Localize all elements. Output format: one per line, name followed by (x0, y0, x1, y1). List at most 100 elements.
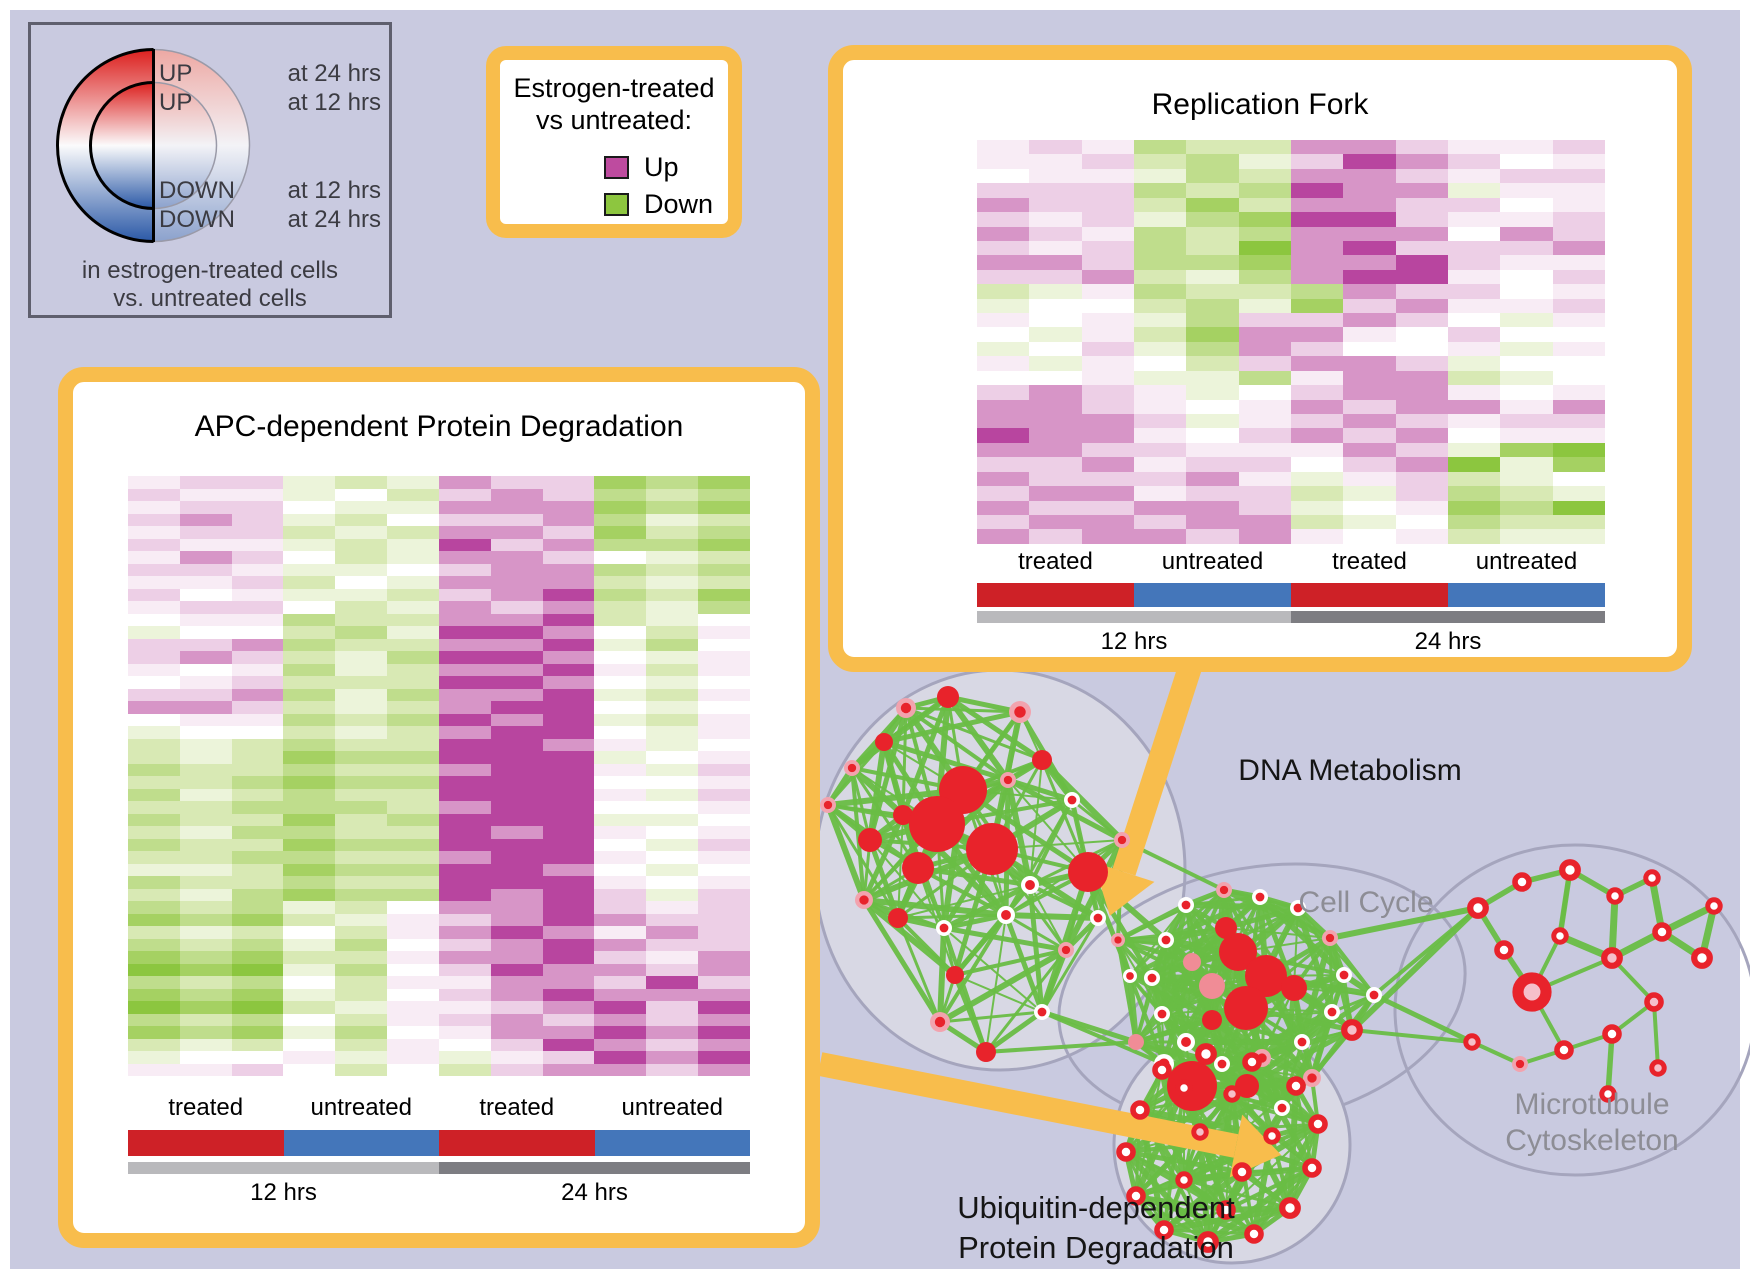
heatmap-cell (1133, 197, 1187, 213)
heatmap-cell (335, 1063, 388, 1076)
network-node-core (1093, 913, 1103, 923)
heatmap-cell (594, 826, 647, 839)
heatmap-cell (1238, 154, 1291, 169)
heatmap-cell (977, 341, 1030, 357)
time-label-12hrs: 12 hrs (1100, 628, 1168, 655)
heatmap-cell (1290, 457, 1344, 472)
network-edge (863, 897, 1007, 918)
network-edge (917, 866, 1007, 917)
network-node (976, 1042, 996, 1062)
heatmap-cell (1500, 514, 1553, 530)
heatmap-cell (698, 988, 750, 1001)
heatmap-cell (1081, 284, 1134, 299)
network-edge (862, 897, 957, 978)
network-node-core (1061, 945, 1071, 955)
network-node-core (1515, 1059, 1525, 1069)
heatmap-row (128, 651, 750, 664)
heatmap-cell (438, 913, 491, 926)
network-edge (1128, 938, 1168, 978)
network-node-core (1114, 936, 1122, 944)
heatmap-cell (490, 626, 543, 639)
heatmap-cell (646, 826, 699, 839)
heatmap-row (977, 284, 1605, 299)
ring-word: UP (159, 89, 193, 116)
group-label-untreated-1: untreated (1161, 548, 1264, 575)
heatmap-cell (1552, 197, 1605, 213)
heatmap-cell (1447, 255, 1501, 270)
heatmap-cell (335, 1051, 388, 1064)
heatmap-cell (698, 938, 750, 951)
network-edge (1006, 777, 1124, 843)
heatmap-cell (438, 576, 491, 589)
heatmap-cell (283, 601, 336, 614)
heatmap-cell (1081, 457, 1134, 472)
heatmap-cell (490, 776, 543, 789)
heatmap-cell (646, 1001, 699, 1014)
heatmap-cell (128, 1013, 180, 1026)
heatmap-cell (490, 838, 543, 851)
heatmap-cell (1238, 486, 1291, 501)
network-node-core (1126, 972, 1134, 980)
network-node (1126, 1186, 1146, 1206)
heatmap-row (128, 713, 750, 726)
heatmap-cell (490, 688, 543, 701)
heatmap-cell (438, 1063, 491, 1076)
heatmap-row (977, 428, 1605, 443)
heatmap-cell (594, 963, 647, 976)
heatmap-cell (594, 838, 647, 851)
heatmap-cell (335, 626, 388, 639)
network-node (1644, 992, 1664, 1012)
heatmap-cell (1447, 442, 1501, 458)
heatmap-cell (646, 788, 699, 801)
heatmap-cell (179, 801, 232, 814)
heatmap-cell (1238, 500, 1291, 515)
heatmap-cell (335, 538, 388, 551)
heatmap-cell (542, 513, 595, 526)
heatmap-cell (1447, 269, 1501, 285)
heatmap-row (128, 788, 750, 801)
heatmap-cell (698, 738, 750, 751)
heatmap-cell (179, 688, 232, 701)
heatmap-cell (646, 601, 699, 614)
heatmap-cell (1029, 212, 1082, 227)
heatmap-cell (128, 626, 180, 639)
heatmap-cell (387, 801, 439, 814)
heatmap-cell (1447, 471, 1501, 487)
heatmap-cell (179, 988, 232, 1001)
heatmap-cell (542, 738, 595, 751)
heatmap-cell (1447, 240, 1501, 256)
heatmap-cell (1500, 428, 1553, 443)
heatmap-cell (1081, 197, 1134, 213)
heatmap-row (977, 457, 1605, 472)
heatmap-cell (1343, 399, 1396, 415)
heatmap-cell (646, 913, 699, 926)
heatmap-cell (438, 1013, 491, 1026)
heatmap-cell (387, 901, 439, 914)
network-edge (1471, 1040, 1521, 1066)
heatmap-cell (387, 651, 439, 664)
heatmap-cell (387, 826, 439, 839)
network-node (1032, 750, 1052, 770)
heatmap-row (128, 488, 750, 501)
replication-fork-heatmap (977, 140, 1605, 544)
heatmap-cell (490, 538, 543, 551)
ring-word: DOWN (159, 206, 235, 233)
heatmap-row (977, 529, 1605, 544)
heatmap-row (128, 1026, 750, 1039)
heatmap-cell (283, 826, 336, 839)
heatmap-cell (231, 526, 284, 539)
heatmap-cell (490, 926, 543, 939)
heatmap-cell (542, 776, 595, 789)
heatmap-row (977, 168, 1605, 184)
heatmap-cell (231, 788, 284, 801)
heatmap-cell (698, 926, 750, 939)
heatmap-cell (1552, 140, 1605, 155)
heatmap-cell (438, 838, 491, 851)
heatmap-cell (542, 476, 595, 489)
time-bar-24hrs (1291, 611, 1605, 623)
heatmap-cell (1447, 183, 1501, 198)
heatmap-cell (977, 212, 1030, 227)
heatmap-cell (1447, 197, 1501, 213)
heatmap-cell (179, 726, 232, 739)
heatmap-cell (283, 1026, 336, 1039)
